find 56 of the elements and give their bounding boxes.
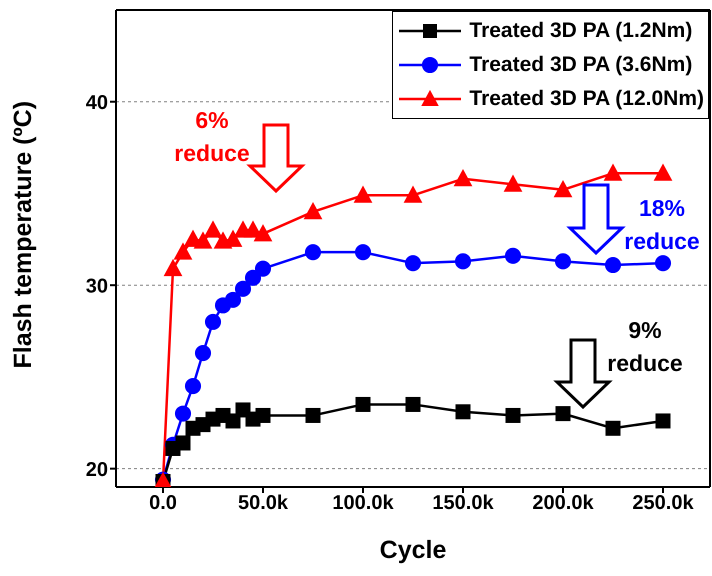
legend-label: Treated 3D PA (3.6Nm) xyxy=(469,53,692,77)
annotation: 6% reduce xyxy=(174,107,250,166)
point xyxy=(194,345,212,362)
point xyxy=(456,404,470,420)
point xyxy=(254,224,272,242)
point xyxy=(254,260,272,277)
point xyxy=(356,396,370,412)
point xyxy=(404,186,422,203)
x-tick-label: 100.0k xyxy=(332,492,394,514)
annotation: 18% reduce xyxy=(624,195,700,254)
point xyxy=(306,408,320,423)
point xyxy=(304,202,322,220)
point xyxy=(244,270,262,286)
point xyxy=(654,255,672,272)
point xyxy=(404,255,422,272)
point xyxy=(304,244,322,260)
point xyxy=(354,186,372,203)
y-tick-label: 20 xyxy=(86,458,108,481)
point xyxy=(234,280,252,297)
point xyxy=(454,169,472,186)
point xyxy=(654,164,672,181)
x-axis-title: Cycle xyxy=(380,536,446,564)
point xyxy=(604,164,622,181)
point xyxy=(504,248,522,264)
y-tick-label: 30 xyxy=(86,275,108,298)
legend-label: Treated 3D PA (1.2Nm) xyxy=(469,19,692,43)
y-tick-label: 40 xyxy=(86,92,108,114)
x-tick-label: 50.0k xyxy=(238,492,289,514)
y-axis-title: Flash temperature (ºC) xyxy=(8,100,37,368)
point xyxy=(656,413,670,428)
point xyxy=(554,180,572,198)
point xyxy=(224,292,242,308)
point xyxy=(506,408,520,423)
point xyxy=(454,253,472,270)
point xyxy=(406,396,420,412)
point xyxy=(176,435,190,450)
annotation: 9% reduce xyxy=(607,317,683,376)
point xyxy=(184,378,202,394)
point xyxy=(556,406,570,422)
point xyxy=(256,408,270,423)
x-tick-label: 200.0k xyxy=(532,492,594,514)
point xyxy=(164,258,182,276)
x-tick-label: 150.0k xyxy=(432,492,494,514)
point xyxy=(204,220,222,238)
point xyxy=(354,244,372,260)
point xyxy=(604,256,622,274)
point xyxy=(606,420,620,436)
x-tick-label: 250.0k xyxy=(632,492,694,514)
point xyxy=(174,242,192,260)
point xyxy=(504,174,522,192)
x-tick-label: 0.0 xyxy=(149,492,177,514)
point xyxy=(204,314,222,330)
point xyxy=(174,406,192,422)
legend-label: Treated 3D PA (12.0Nm) xyxy=(469,87,704,111)
point xyxy=(554,253,572,270)
point xyxy=(194,231,212,249)
